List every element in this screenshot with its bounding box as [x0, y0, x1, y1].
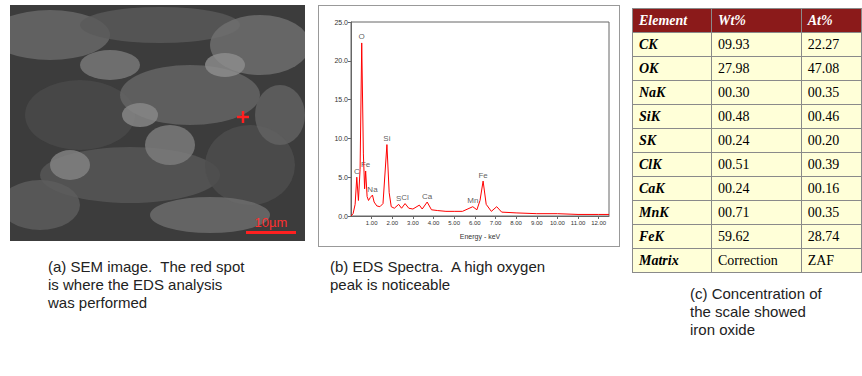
- svg-text:25.0: 25.0: [334, 19, 348, 26]
- html-text:00.71: 00.71: [718, 204, 750, 220]
- svg-text:10.00: 10.00: [550, 220, 566, 226]
- html-text:Correction: Correction: [718, 252, 778, 268]
- html-text:SK: SK: [639, 132, 657, 148]
- svg-text:4.00: 4.00: [428, 220, 440, 226]
- html-text:00.24: 00.24: [718, 132, 750, 148]
- html-text:MnK: MnK: [639, 204, 669, 220]
- svg-text:Fe: Fe: [361, 160, 371, 169]
- html-text:SiK: SiK: [639, 108, 660, 124]
- svg-text:Fe: Fe: [478, 171, 488, 180]
- svg-text:Energy - keV: Energy - keV: [460, 233, 501, 241]
- svg-text:2.00: 2.00: [386, 220, 398, 226]
- html-text:00.20: 00.20: [807, 132, 840, 148]
- svg-text:O: O: [359, 32, 365, 41]
- html-text:CaK: CaK: [639, 180, 665, 196]
- html-text:(a) SEM image. The red spot is: (a) SEM image. The red spot is where the…: [48, 258, 249, 311]
- svg-text:Ca: Ca: [422, 192, 433, 201]
- html-text:OK: OK: [639, 60, 659, 76]
- svg-text:0.0: 0.0: [338, 213, 348, 220]
- svg-text:9.00: 9.00: [531, 220, 543, 226]
- svg-text:11.00: 11.00: [571, 220, 586, 226]
- html-text:Wt%: Wt%: [718, 12, 746, 28]
- svg-text:Na: Na: [367, 185, 378, 194]
- svg-text:Cl: Cl: [401, 193, 409, 202]
- html-text:At%: At%: [807, 12, 833, 28]
- svg-text:Mn: Mn: [467, 196, 478, 205]
- html-text:FeK: FeK: [639, 228, 664, 244]
- html-text:NaK: NaK: [639, 84, 666, 100]
- svg-text:10.0: 10.0: [334, 135, 348, 142]
- html-text:00.30: 00.30: [718, 84, 750, 100]
- html-text:ClK: ClK: [639, 156, 662, 172]
- svg-text:15.0: 15.0: [334, 96, 348, 103]
- html-text:CK: CK: [639, 36, 658, 52]
- svg-text:Si: Si: [383, 134, 390, 143]
- svg-text:5.00: 5.00: [448, 220, 460, 226]
- html-text:09.93: 09.93: [718, 36, 750, 52]
- svg-text:20.0: 20.0: [334, 57, 348, 64]
- html-text:ZAF: ZAF: [807, 252, 835, 268]
- html-text:Matrix: Matrix: [639, 252, 679, 268]
- html-text:28.74: 28.74: [807, 228, 840, 244]
- html-text:47.08: 47.08: [807, 60, 840, 76]
- html-text:00.39: 00.39: [807, 156, 840, 172]
- svg-text:3.00: 3.00: [407, 220, 419, 226]
- html-text:Element: Element: [639, 12, 688, 28]
- html-text:00.46: 00.46: [807, 108, 840, 124]
- svg-text:7.00: 7.00: [490, 220, 502, 226]
- html-text:(c) Concentration of the scale: (c) Concentration of the scale showed ir…: [690, 285, 826, 338]
- html-text:00.35: 00.35: [807, 84, 840, 100]
- html-text:00.24: 00.24: [718, 180, 750, 196]
- html-text:27.98: 27.98: [718, 60, 750, 76]
- html-text:(b) EDS Spectra. A high oxygen: (b) EDS Spectra. A high oxygen peak is n…: [330, 258, 550, 293]
- html-text:59.62: 59.62: [718, 228, 750, 244]
- svg-text:S: S: [396, 193, 402, 203]
- svg-text:10µm: 10µm: [255, 215, 288, 230]
- svg-text:8.00: 8.00: [510, 220, 522, 226]
- html-text:00.16: 00.16: [807, 180, 840, 196]
- svg-text:5.0: 5.0: [338, 174, 348, 181]
- html-text:22.27: 22.27: [807, 36, 840, 52]
- html-text:00.51: 00.51: [718, 156, 750, 172]
- svg-text:C: C: [354, 167, 360, 176]
- html-text:00.35: 00.35: [807, 204, 840, 220]
- svg-text:1.00: 1.00: [366, 220, 378, 226]
- svg-text:12.00: 12.00: [591, 220, 607, 226]
- svg-text:6.00: 6.00: [469, 220, 481, 226]
- html-text:00.48: 00.48: [718, 108, 750, 124]
